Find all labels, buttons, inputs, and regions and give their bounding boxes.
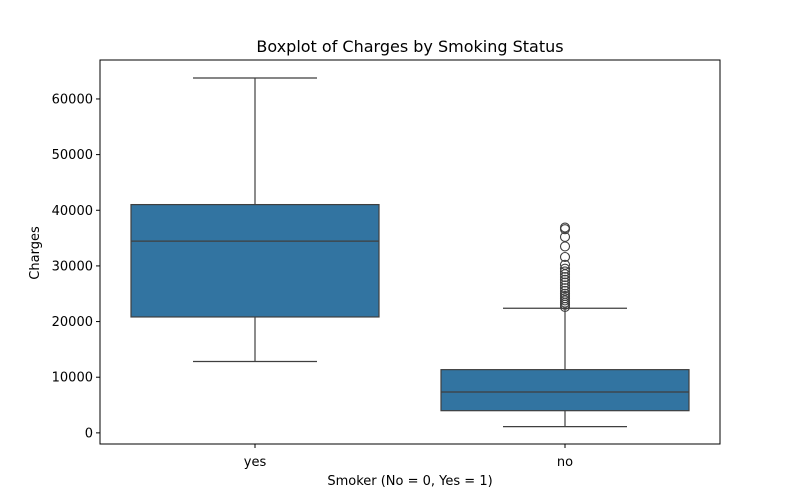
box-group-yes — [130, 77, 380, 363]
outlier-point — [559, 263, 571, 274]
outlier-point — [559, 251, 571, 263]
y-tick-label: 0 — [85, 426, 93, 441]
outlier-point — [559, 288, 571, 299]
outlier-point — [559, 266, 571, 277]
chart-title: Boxplot of Charges by Smoking Status — [256, 37, 563, 56]
y-tick-label: 60000 — [52, 92, 93, 107]
outlier-point — [559, 259, 571, 270]
plot-frame — [99, 59, 721, 445]
outlier-point — [559, 271, 571, 283]
outlier-point — [559, 241, 571, 252]
x-axis: yes no — [244, 444, 573, 470]
x-tick-label: no — [557, 455, 573, 470]
box-group-no — [440, 222, 690, 428]
outlier-point — [559, 274, 571, 285]
y-tick-label: 30000 — [52, 259, 93, 274]
y-tick-label: 50000 — [52, 148, 93, 163]
y-axis-label: Charges — [28, 226, 43, 280]
iqr-box — [130, 203, 380, 318]
outlier-point — [559, 285, 571, 297]
y-axis: 0 10000 20000 30000 40000 50000 60000 — [52, 92, 100, 441]
plot-area — [130, 77, 690, 428]
x-tick-label: yes — [244, 455, 267, 470]
outlier-point — [559, 277, 571, 288]
x-axis-label: Smoker (No = 0, Yes = 1) — [327, 474, 492, 489]
outlier-point — [559, 222, 571, 233]
y-tick-label: 20000 — [52, 315, 93, 330]
outlier-point — [559, 280, 571, 291]
outlier-point — [559, 283, 571, 294]
y-tick-label: 10000 — [52, 371, 93, 386]
iqr-box — [440, 369, 690, 412]
y-tick-label: 40000 — [52, 204, 93, 219]
